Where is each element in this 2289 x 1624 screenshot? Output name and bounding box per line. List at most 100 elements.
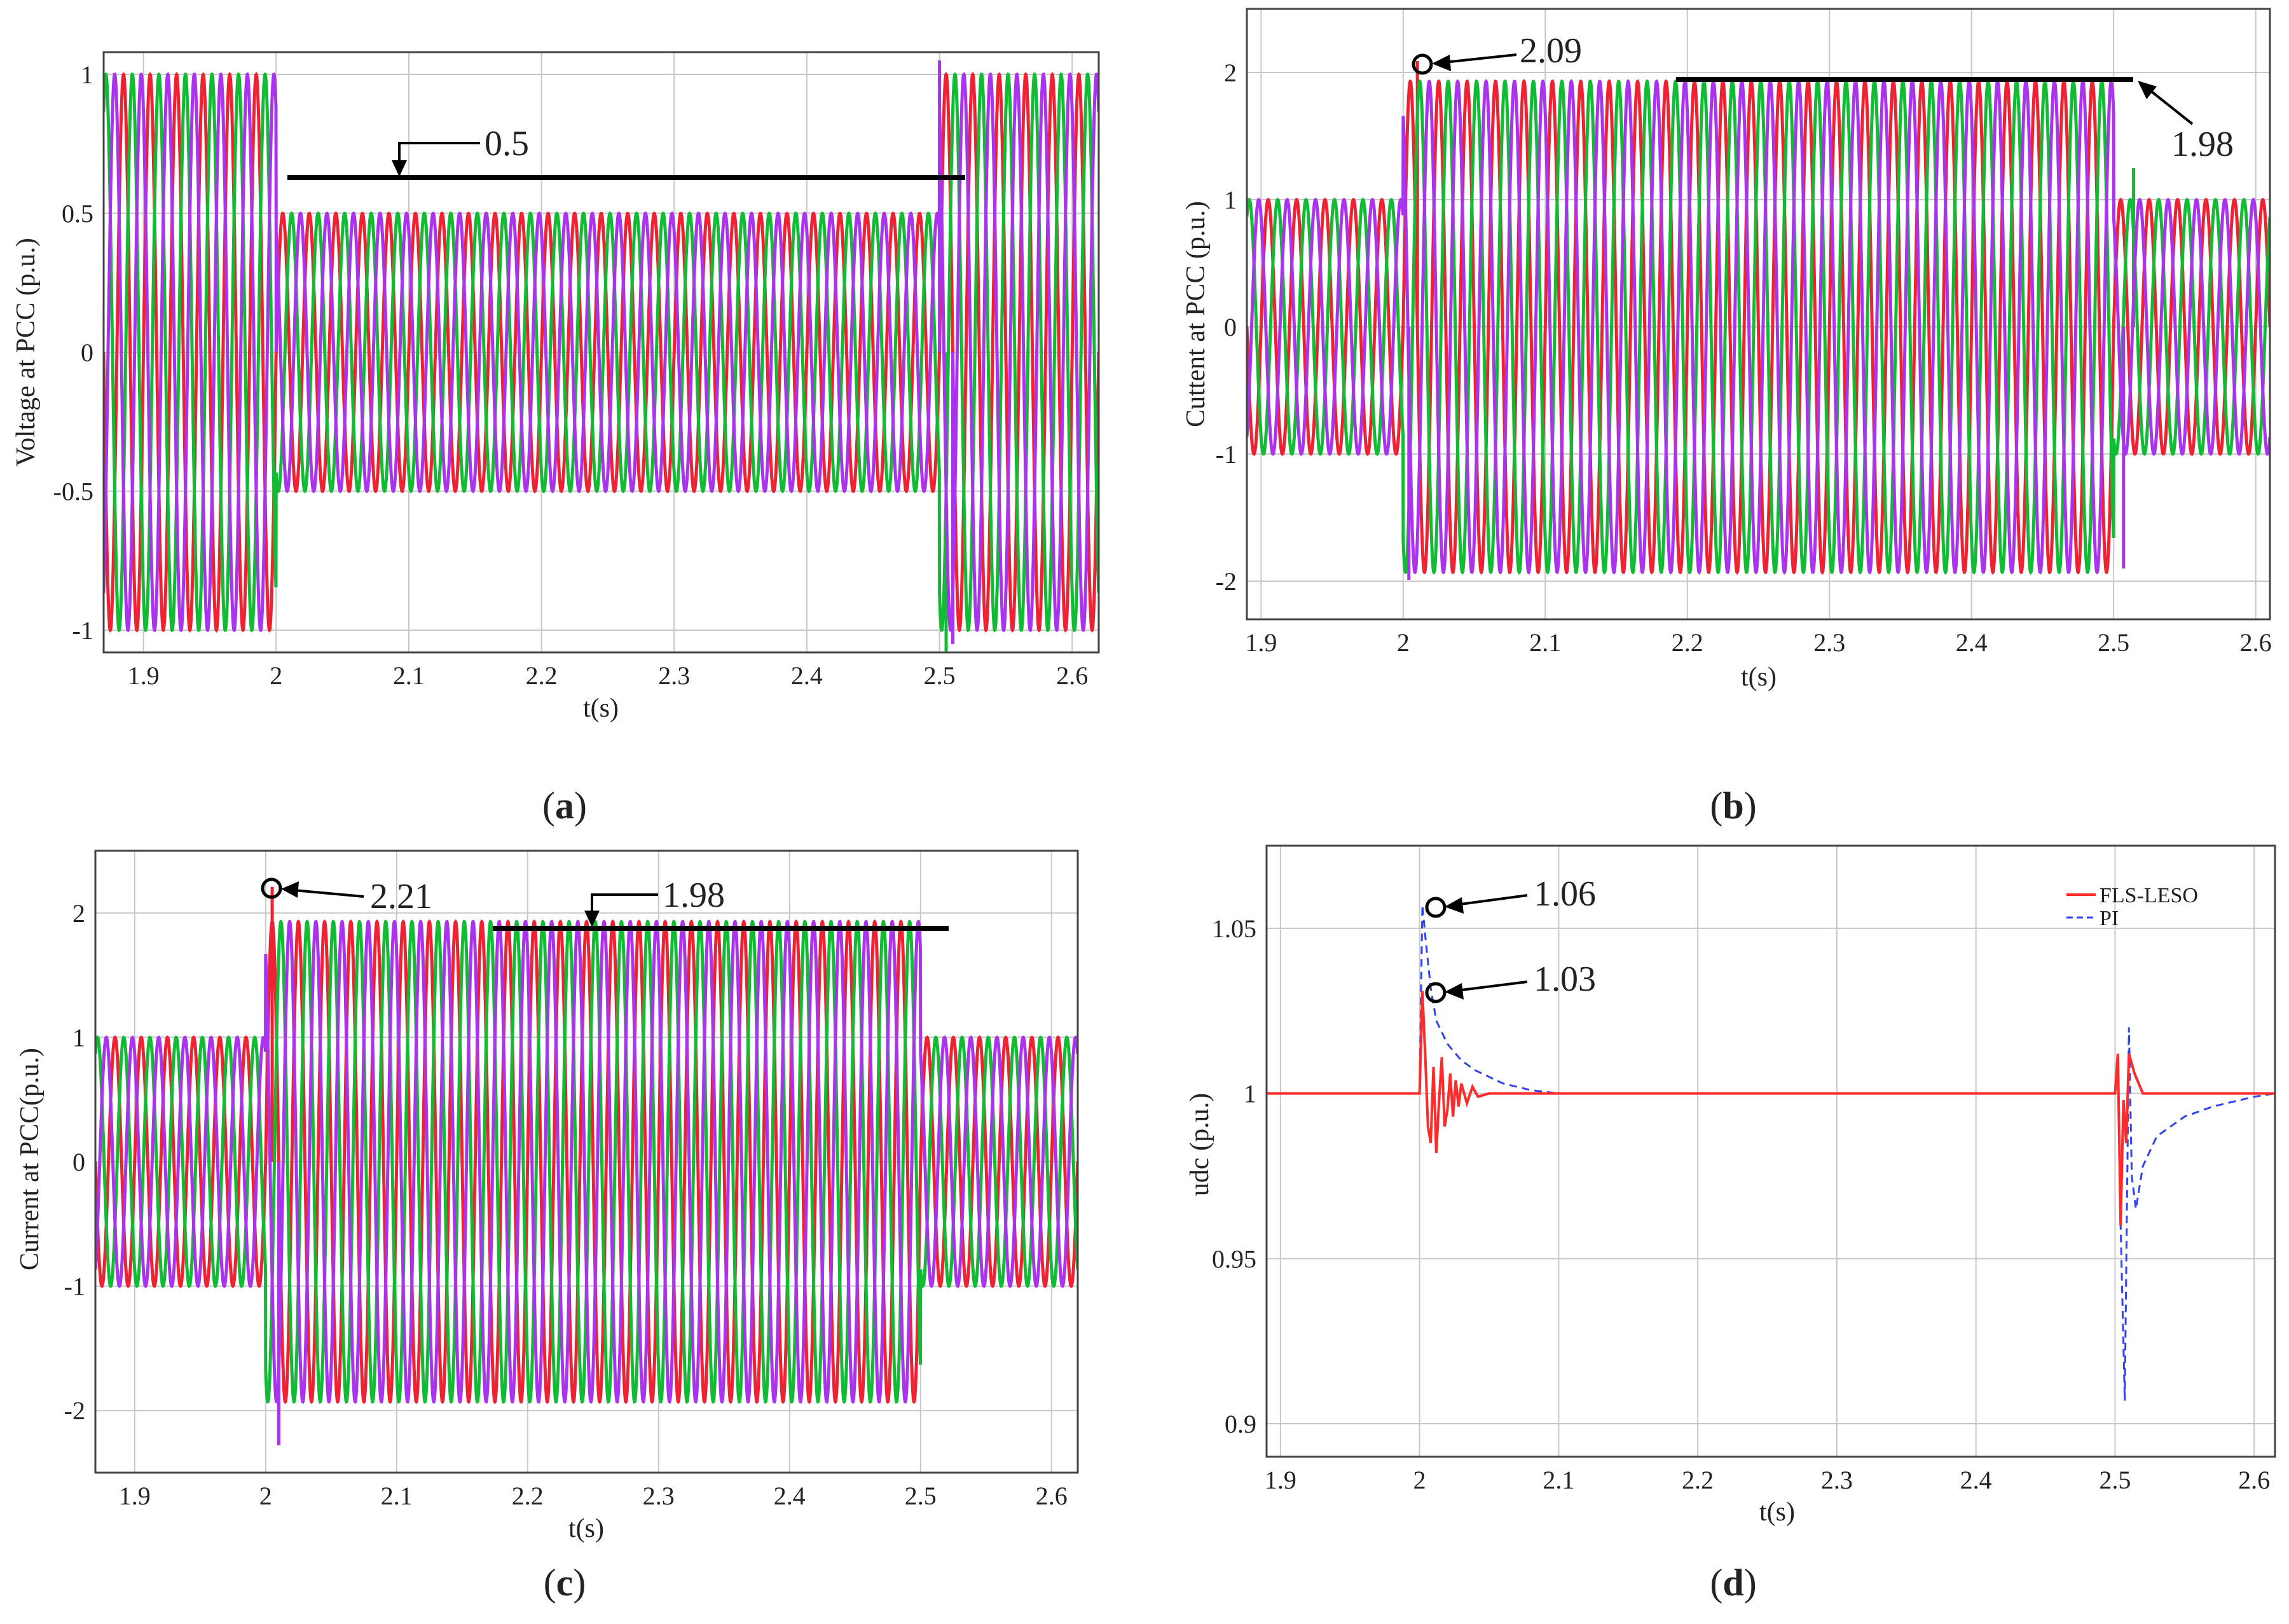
panel-b-peak-marker <box>1412 53 1433 75</box>
panel-d-pi-peak-marker <box>1425 897 1447 918</box>
panel-d-pi-peak-arrow-line <box>1450 894 1528 907</box>
panel-b-xtick-label: 2.1 <box>1529 628 1561 657</box>
panel-a-frame <box>102 51 1100 654</box>
panel-a-ylabel: Voltage at PCC (p.u.) <box>11 238 41 467</box>
panel-c-xtick-label: 2.1 <box>381 1482 413 1510</box>
panel-c-yticks: -2 -1 0 1 2 <box>64 899 85 1425</box>
panel-d-yticks: 0.9 0.95 1 1.05 <box>1212 914 1256 1438</box>
panel-a-series-phase-c <box>104 60 1099 644</box>
panel-a-xtick-label: 2.6 <box>1056 661 1088 690</box>
panel-d-xtick-label: 2.5 <box>2099 1466 2131 1494</box>
panel-a-ytick-label: 1 <box>81 60 93 89</box>
panel-d-fls-peak-arrow-line <box>1450 981 1528 993</box>
panel-d-xlabel: t(s) <box>1759 1497 1795 1527</box>
panel-c-xtick-label: 2.6 <box>1036 1482 1068 1510</box>
panel-c-level-arrowhead <box>584 911 600 927</box>
panel-a-ytick-label: 0 <box>81 338 93 367</box>
panel-c-ytick-label: 0 <box>72 1148 85 1176</box>
panel-b-yticks: -2 -1 0 1 2 <box>1216 58 1237 596</box>
panel-b-xtick-label: 2 <box>1397 628 1410 657</box>
panel-d-ytick-label: 0.95 <box>1212 1244 1256 1273</box>
panel-a-series-phase-a <box>104 72 1099 633</box>
panel-c-ylabel: Current at PCC(p.u.) <box>15 1048 45 1270</box>
panel-a-xlabel: t(s) <box>583 694 619 723</box>
panel-b-peak-arrow-line <box>1438 53 1517 64</box>
panel-a-xtick-label: 2.3 <box>658 661 690 690</box>
panel-c-series-phase-a <box>95 886 1078 1405</box>
panel-b-level-arrowhead <box>2138 81 2157 99</box>
panel-d-xtick-label: 2.6 <box>2238 1466 2270 1494</box>
panel-b-xtick-label: 2.5 <box>2098 628 2129 657</box>
panel-c-xtick-label: 2 <box>259 1482 272 1510</box>
panel-c: 1.9 2 2.1 2.2 2.3 2.4 2.5 2.6 -2 -1 0 1 2 t(s) Curr… <box>15 850 1079 1604</box>
panel-c-xtick-label: 1.9 <box>119 1482 151 1510</box>
panel-d: 1.9 2 2.1 2.2 2.3 2.4 2.5 2.6 0.9 0.95 1 1.05 t(s)… <box>1185 844 2276 1604</box>
panel-c-xticks: 1.9 2 2.1 2.2 2.3 2.4 2.5 2.6 <box>119 1482 1068 1510</box>
panel-a-ytick-label: -1 <box>72 616 93 645</box>
panel-a-xtick-label: 2 <box>270 661 282 690</box>
panel-b-label-letter: b <box>1722 785 1743 827</box>
panel-a-ytick-label: 0.5 <box>62 199 93 228</box>
panel-b-xtick-label: 1.9 <box>1245 628 1277 657</box>
panel-b-xtick-label: 2.3 <box>1813 628 1845 657</box>
panel-c-xtick-label: 2.4 <box>774 1482 806 1510</box>
panel-d-xtick-label: 2 <box>1413 1466 1426 1494</box>
panel-c-xlabel: t(s) <box>568 1514 604 1543</box>
panel-c-xtick-label: 2.5 <box>905 1482 937 1510</box>
panel-a-waves <box>104 60 1099 652</box>
panel-d-pi-peak-value: 1.06 <box>1534 874 1596 914</box>
panel-b-level-arrow-line <box>2145 86 2194 125</box>
panel-b-ytick-label: 2 <box>1224 58 1237 87</box>
panel-c-ytick-label: 1 <box>72 1023 85 1052</box>
panel-b-xlabel: t(s) <box>1741 663 1777 692</box>
panel-a-xticks: 1.9 2 2.1 2.2 2.3 2.4 2.5 2.6 <box>128 661 1089 690</box>
panel-d-plot-area <box>1267 846 2275 1457</box>
panel-c-xtick-label: 2.3 <box>643 1482 675 1510</box>
panel-b-waves <box>1247 61 2270 580</box>
panel-b-ytick-label: -1 <box>1216 440 1237 469</box>
panel-b-peak-value: 2.09 <box>1520 31 1582 71</box>
panel-b-level-value: 1.98 <box>2171 125 2234 164</box>
panel-d-fls-peak-arrowhead <box>1445 983 1464 1000</box>
panel-c-frame <box>94 850 1079 1474</box>
panel-c-peak-arrowhead <box>281 881 299 898</box>
panel-b-ytick-label: 0 <box>1224 313 1237 341</box>
panel-a-label-letter: a <box>555 785 574 827</box>
panel-b-ylabel: Cuttent at PCC (p.u.) <box>1181 201 1211 427</box>
panel-d-ytick-label: 0.9 <box>1225 1410 1256 1438</box>
panel-b: 1.9 2 2.1 2.2 2.3 2.4 2.5 2.6 -2 -1 0 1 2 t(s) Cutt… <box>1181 8 2272 827</box>
panel-d-pi-peak-arrowhead <box>1445 897 1464 914</box>
panel-c-peak-value: 2.21 <box>370 877 432 916</box>
panel-d-label-letter: d <box>1722 1562 1743 1604</box>
panel-d-xticks: 1.9 2 2.1 2.2 2.3 2.4 2.5 2.6 <box>1265 1466 2270 1494</box>
panel-c-ytick-label: -2 <box>64 1396 85 1425</box>
panel-d-lines <box>1267 905 2275 1401</box>
panel-c-peak-marker <box>261 877 282 899</box>
panel-b-label: (b) <box>1710 785 1756 827</box>
panel-d-xtick-label: 2.1 <box>1543 1466 1574 1494</box>
panel-d-xtick-label: 2.4 <box>1960 1466 1992 1494</box>
panel-c-peak-arrow-line <box>287 888 364 898</box>
panel-d-label: (d) <box>1710 1562 1756 1604</box>
panel-d-series-fls-leso <box>1267 991 2275 1226</box>
panel-a-xtick-label: 2.2 <box>526 661 558 690</box>
legend-label-pi: PI <box>2100 907 2119 930</box>
panel-b-series-phase-c <box>1247 79 2270 580</box>
panel-a: 1.9 2 2.1 2.2 2.3 2.4 2.5 2.6 -1-0.500.51 t(s) … <box>11 51 1100 827</box>
panel-d-frame <box>1265 844 2276 1458</box>
panel-d-ylabel: udc (p.u.) <box>1185 1093 1214 1196</box>
panel-d-ytick-label: 1 <box>1244 1080 1256 1108</box>
panel-d-xtick-label: 2.2 <box>1682 1466 1714 1494</box>
panel-c-series-phase-c <box>95 919 1078 1445</box>
panel-c-level-value: 1.98 <box>663 876 725 915</box>
panel-b-peak-arrowhead <box>1432 55 1451 71</box>
panel-c-xtick-label: 2.2 <box>512 1482 544 1510</box>
panel-c-label: (c) <box>544 1562 586 1604</box>
panel-a-xtick-label: 2.4 <box>791 661 823 690</box>
panel-a-level-arrowhead <box>392 160 407 177</box>
panel-b-ytick-label: 1 <box>1224 186 1237 214</box>
panel-d-fls-peak-value: 1.03 <box>1534 960 1596 999</box>
panel-a-ytick-label: -0.5 <box>53 478 93 506</box>
panel-c-ytick-label: -1 <box>64 1272 85 1301</box>
